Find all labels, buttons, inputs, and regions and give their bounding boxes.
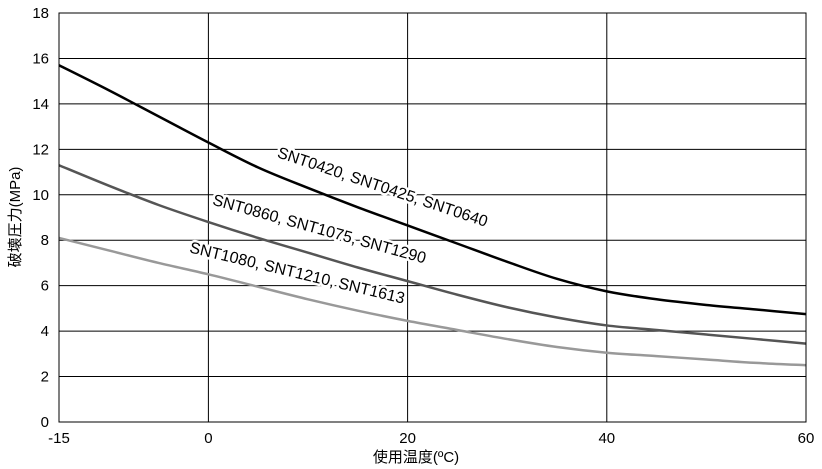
- series-layer: [58, 64, 807, 367]
- y-tick-label: 18: [32, 5, 49, 22]
- x-tick-label: 0: [204, 430, 212, 447]
- y-tick-label: 0: [41, 414, 49, 431]
- y-tick-label: 14: [32, 96, 49, 113]
- series-line-2: [58, 164, 807, 345]
- grid: [59, 13, 806, 422]
- y-tick-label: 16: [32, 50, 49, 67]
- x-tick-label: 60: [798, 430, 815, 447]
- y-tick-label: 4: [41, 323, 49, 340]
- y-tick-label: 10: [32, 187, 49, 204]
- x-tick-label: -15: [48, 430, 70, 447]
- y-tick-label: 2: [41, 369, 49, 386]
- y-tick-label: 12: [32, 141, 49, 158]
- plot-frame: [58, 12, 807, 423]
- y-tick-label: 8: [41, 232, 49, 249]
- y-tick-label: 6: [41, 278, 49, 295]
- x-tick-label: 40: [598, 430, 615, 447]
- x-tick-label: 20: [399, 430, 416, 447]
- series-line-3: [58, 236, 807, 367]
- y-axis-label: 破壊圧力(MPa): [7, 167, 24, 268]
- x-axis-label: 使用温度(ºC): [373, 449, 459, 466]
- series-line-1: [58, 64, 807, 316]
